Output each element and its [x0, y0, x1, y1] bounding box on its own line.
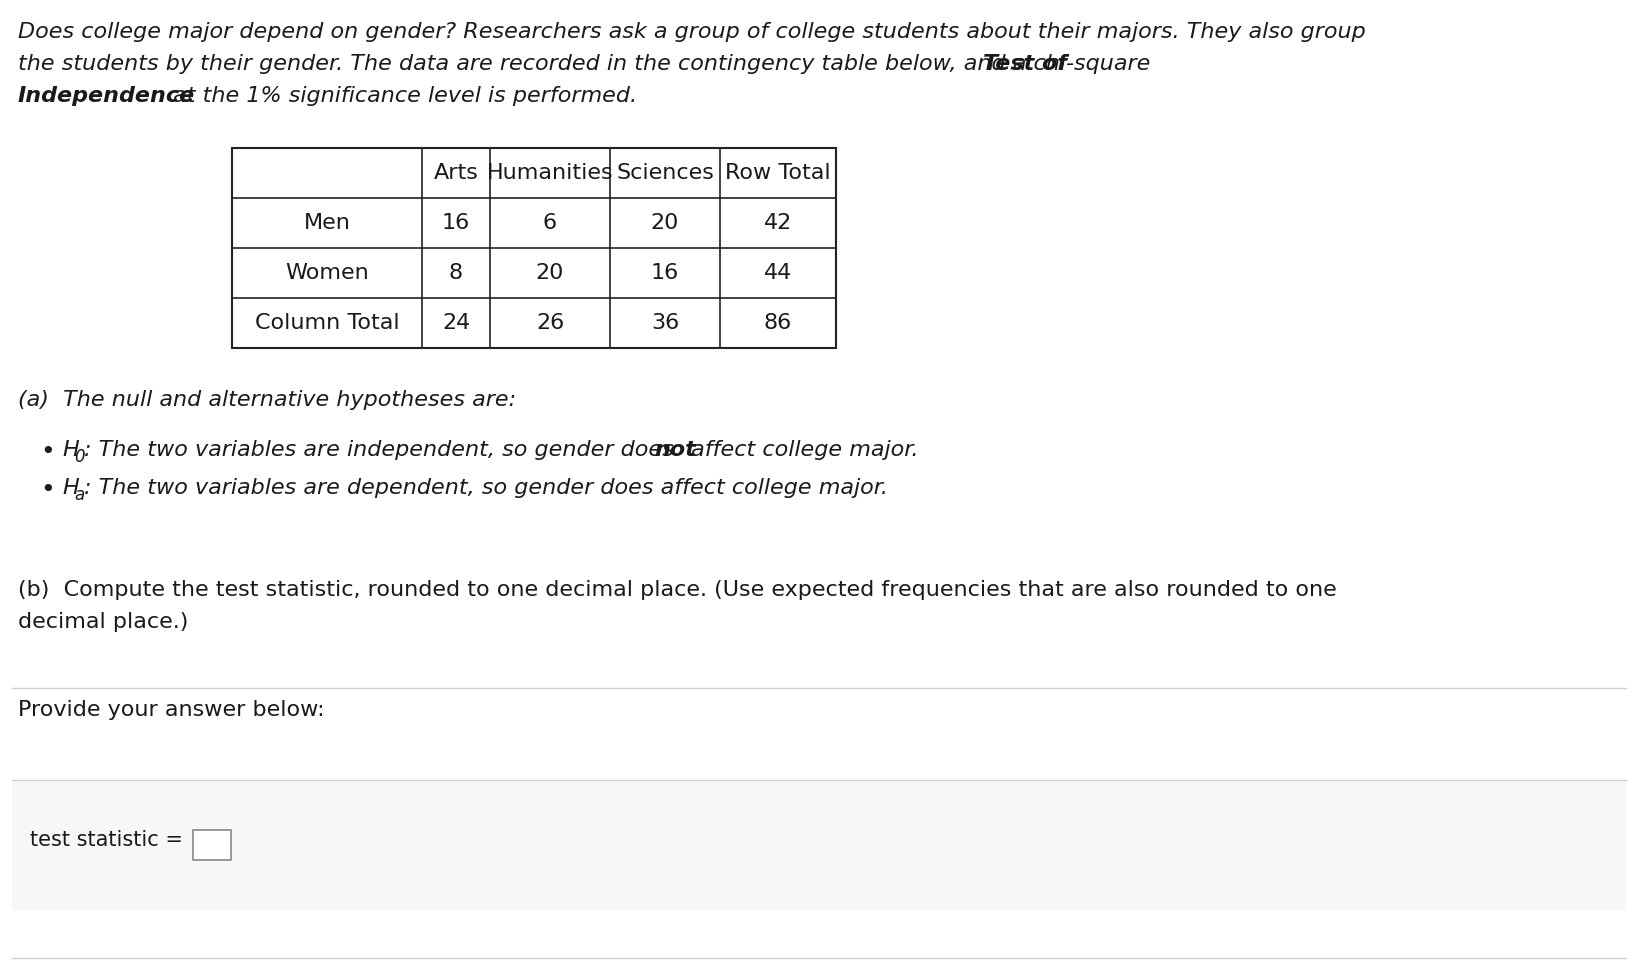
- Text: 20: 20: [650, 213, 680, 233]
- Text: test statistic =: test statistic =: [29, 830, 183, 850]
- Text: Women: Women: [285, 263, 369, 283]
- Text: 0: 0: [74, 448, 85, 466]
- Text: Humanities: Humanities: [486, 163, 613, 183]
- Text: 6: 6: [542, 213, 557, 233]
- Text: at the 1% significance level is performed.: at the 1% significance level is performe…: [165, 86, 637, 106]
- Text: Column Total: Column Total: [254, 313, 400, 333]
- Text: a: a: [74, 486, 84, 504]
- Text: •: •: [39, 478, 54, 502]
- Bar: [193, 830, 231, 860]
- Bar: [11, 780, 1627, 910]
- Text: : The two variables are independent, so gender does: : The two variables are independent, so …: [84, 440, 681, 460]
- Text: (b)  Compute the test statistic, rounded to one decimal place. (Use expected fre: (b) Compute the test statistic, rounded …: [18, 580, 1337, 600]
- Text: H: H: [62, 478, 79, 498]
- Text: affect college major.: affect college major.: [685, 440, 919, 460]
- Text: Sciences: Sciences: [616, 163, 714, 183]
- Text: 24: 24: [442, 313, 470, 333]
- Text: Provide your answer below:: Provide your answer below:: [18, 700, 324, 720]
- Text: Arts: Arts: [434, 163, 478, 183]
- Text: 20: 20: [536, 263, 563, 283]
- Text: 42: 42: [763, 213, 793, 233]
- Text: 26: 26: [536, 313, 563, 333]
- Text: the students by their gender. The data are recorded in the contingency table bel: the students by their gender. The data a…: [18, 54, 1158, 74]
- Text: Does college major depend on gender? Researchers ask a group of college students: Does college major depend on gender? Res…: [18, 22, 1366, 42]
- Text: not: not: [654, 440, 696, 460]
- Bar: [233, 148, 835, 348]
- Text: (a)  The null and alternative hypotheses are:: (a) The null and alternative hypotheses …: [18, 390, 516, 410]
- Text: 86: 86: [763, 313, 793, 333]
- Text: H: H: [62, 440, 79, 460]
- Text: decimal place.): decimal place.): [18, 612, 188, 632]
- Text: 8: 8: [449, 263, 464, 283]
- Text: 16: 16: [650, 263, 680, 283]
- Text: Test of: Test of: [983, 54, 1066, 74]
- Text: 16: 16: [442, 213, 470, 233]
- Text: •: •: [39, 440, 54, 464]
- Text: 44: 44: [763, 263, 793, 283]
- Text: Independence: Independence: [18, 86, 195, 106]
- Text: 36: 36: [650, 313, 680, 333]
- Text: : The two variables are dependent, so gender does affect college major.: : The two variables are dependent, so ge…: [84, 478, 888, 498]
- Text: Men: Men: [303, 213, 351, 233]
- Text: Row Total: Row Total: [726, 163, 830, 183]
